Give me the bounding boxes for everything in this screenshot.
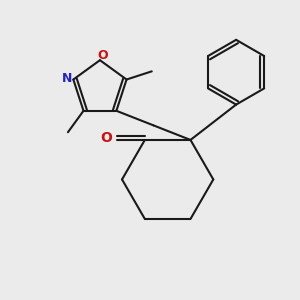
Text: N: N bbox=[62, 72, 72, 85]
Text: O: O bbox=[100, 131, 112, 146]
Text: O: O bbox=[98, 49, 108, 62]
